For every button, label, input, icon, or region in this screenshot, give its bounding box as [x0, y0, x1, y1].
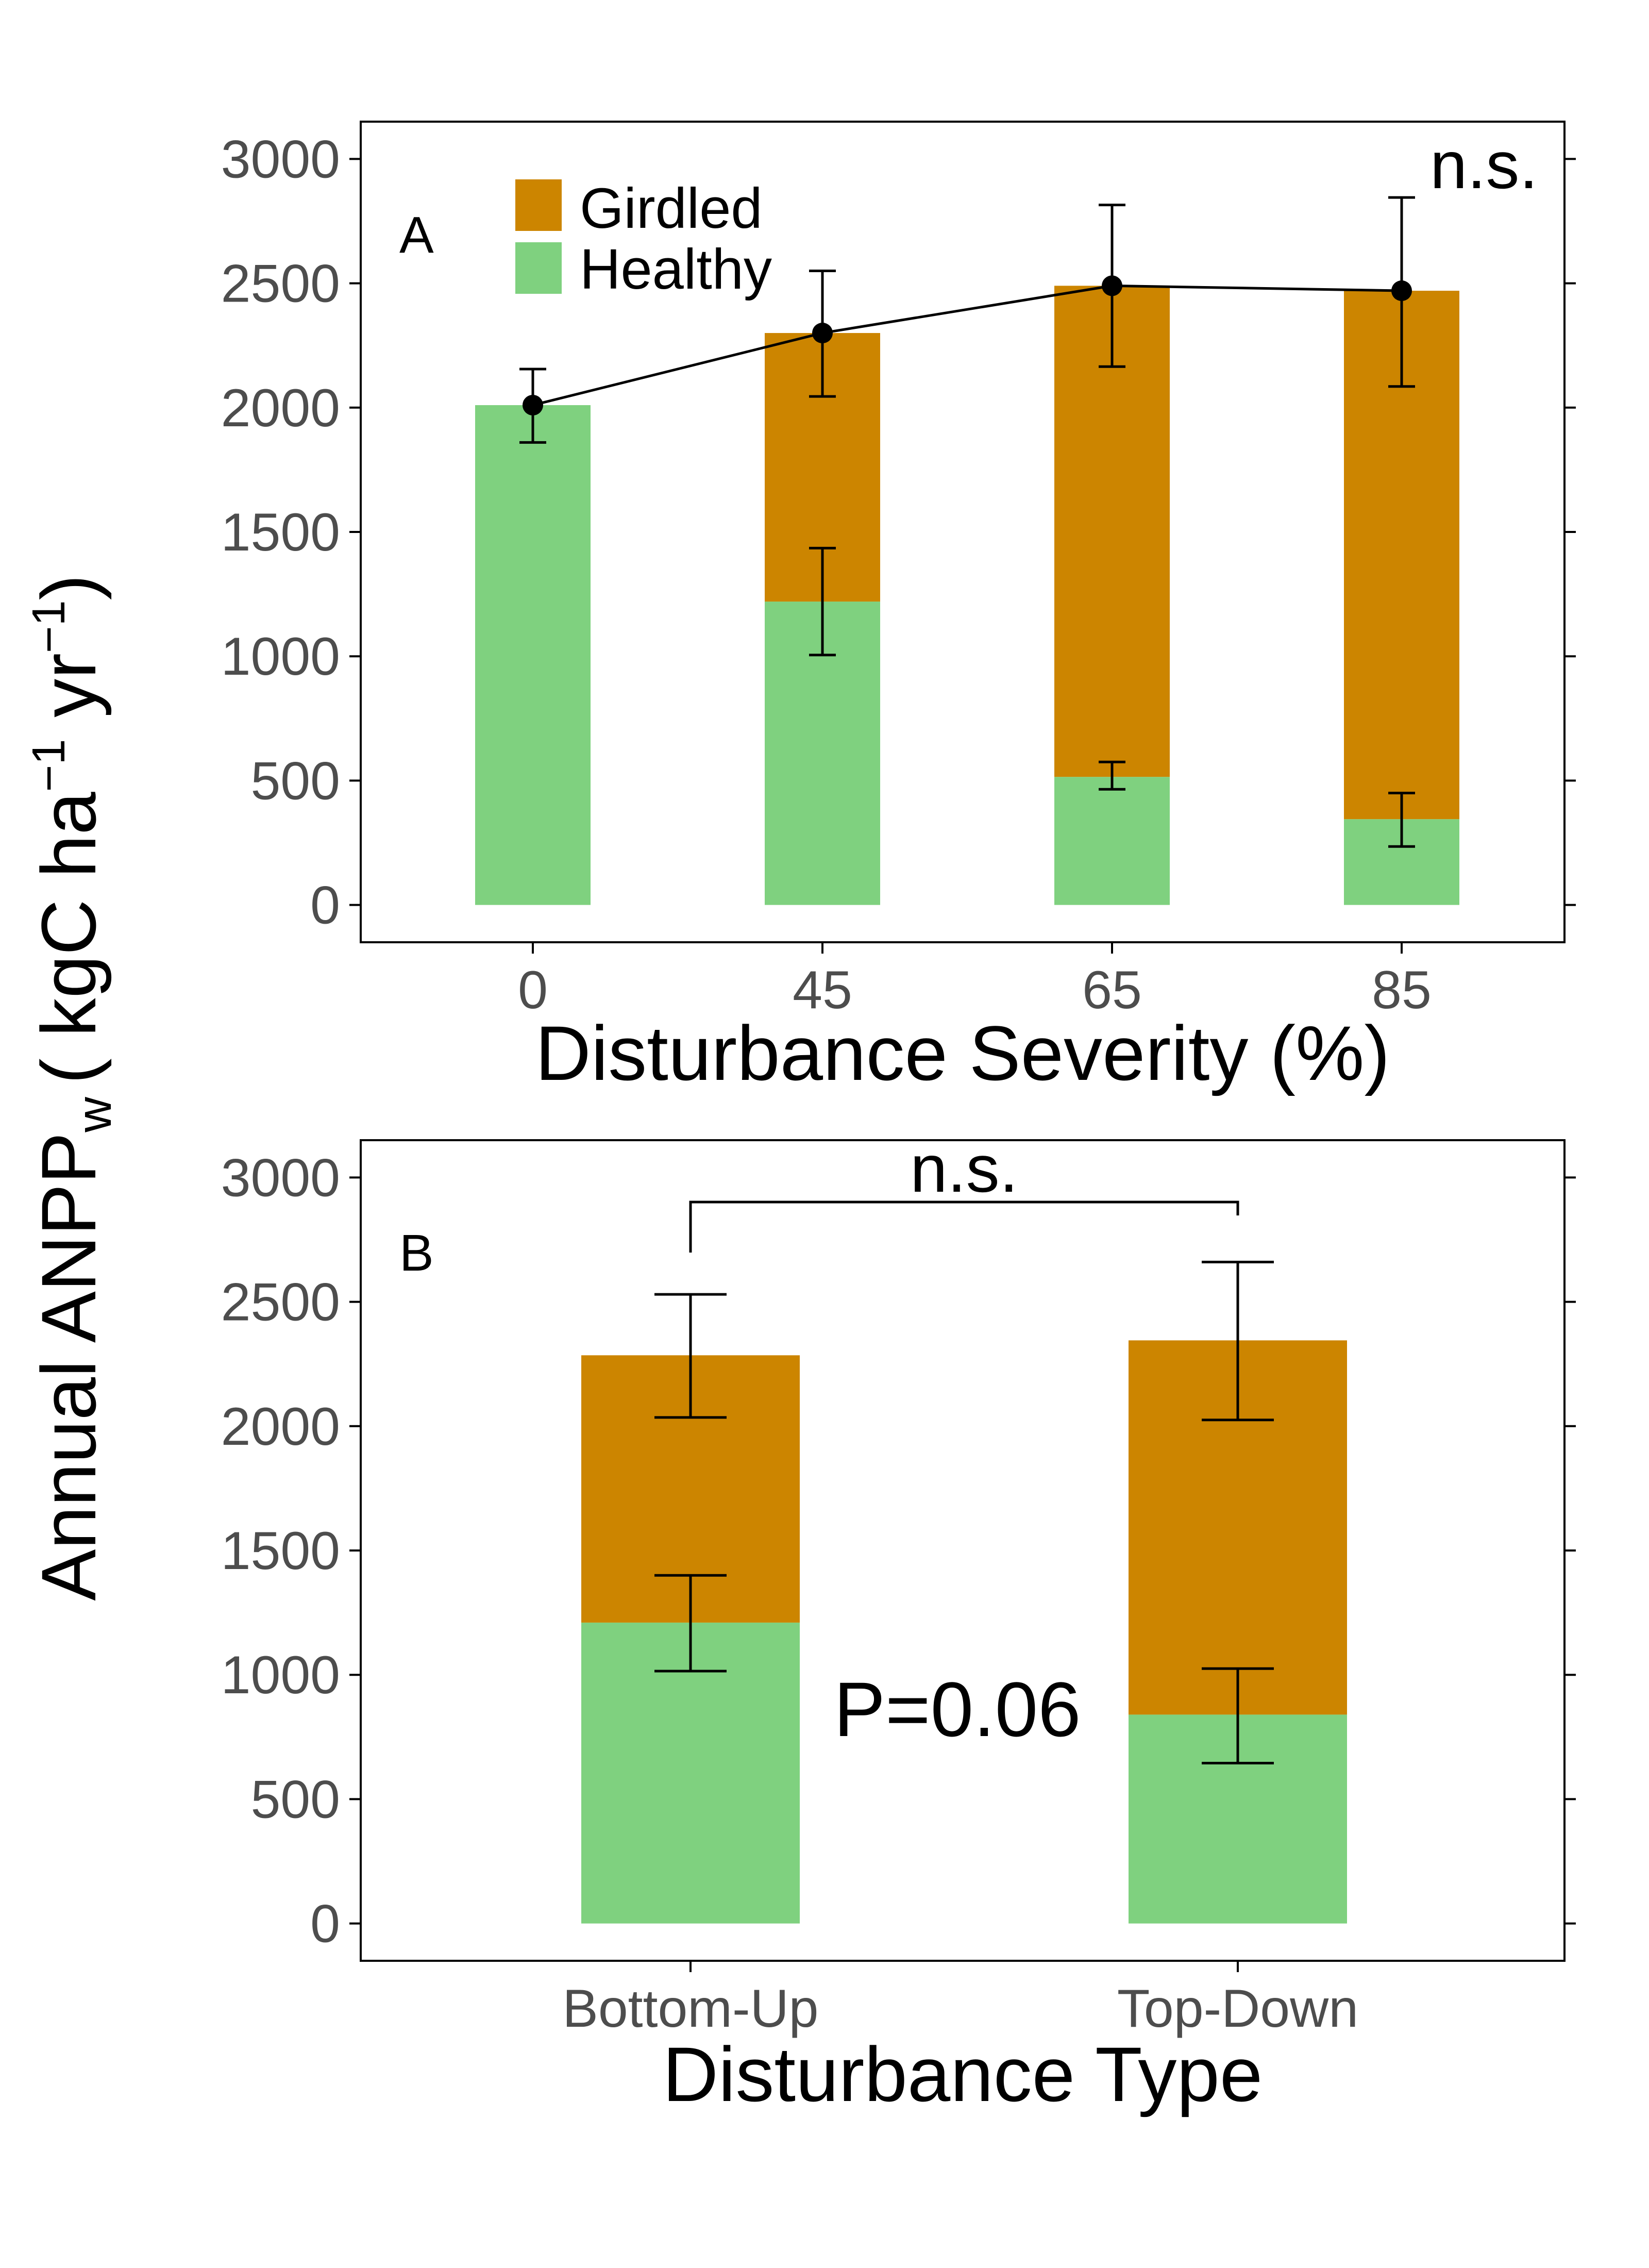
- x-tick-label: 85: [1372, 960, 1432, 1020]
- y-tick-label: 2500: [221, 254, 340, 314]
- bar-healthy: [581, 1622, 800, 1924]
- legend-girdled-swatch: [515, 179, 562, 231]
- total-line: [532, 284, 1402, 407]
- bar-healthy: [1054, 777, 1170, 905]
- y-tick-label: 0: [310, 1894, 340, 1954]
- total-point: [1102, 275, 1122, 296]
- bar-healthy: [475, 405, 591, 905]
- y-tick-label: 2000: [221, 378, 340, 438]
- panel-a-y-axis: 0 500 1000 1500 2000 2500 3000: [221, 129, 1576, 936]
- y-tick-label: 1500: [221, 1521, 340, 1581]
- legend-girdled-label: Girdled: [580, 177, 763, 240]
- panel-b-x-axis: Bottom-Up Top-Down: [562, 1961, 1358, 2039]
- x-tick-label: 65: [1082, 960, 1142, 1020]
- total-point: [523, 394, 543, 415]
- x-tick-label: Bottom-Up: [562, 1979, 818, 2039]
- y-axis-title-exponent-2: −1: [23, 600, 75, 653]
- y-tick-label: 3000: [221, 129, 340, 189]
- total-point: [1391, 280, 1412, 302]
- y-tick-label: 500: [250, 751, 340, 811]
- y-tick-label: 1000: [221, 1645, 340, 1705]
- legend-healthy-label: Healthy: [580, 238, 772, 301]
- panel-b-significance-bracket: [689, 1200, 1239, 1253]
- panel-a-ns-annotation: n.s.: [1430, 127, 1538, 203]
- panel-a-bars: [475, 286, 1459, 905]
- y-axis-title-exponent-1: −1: [23, 739, 75, 792]
- panel-b-x-axis-title: Disturbance Type: [663, 2031, 1263, 2117]
- panel-b-y-axis: 0 500 1000 1500 2000 2500 3000: [221, 1148, 1576, 1954]
- y-axis-title-units-end: ): [25, 574, 112, 600]
- y-tick-label: 500: [250, 1770, 340, 1829]
- panel-a-letter: A: [399, 206, 434, 264]
- panel-a-x-axis-title: Disturbance Severity (%): [535, 1010, 1390, 1096]
- x-tick-label: 0: [518, 960, 548, 1020]
- y-tick-label: 1500: [221, 503, 340, 562]
- panel-b-p-value: P=0.06: [834, 1666, 1081, 1753]
- y-axis-title-units-mid: yr: [25, 653, 112, 739]
- y-tick-label: 3000: [221, 1148, 340, 1208]
- panel-b: 0 500 1000 1500 2000 2500 3000 Bottom-Up Top-Do…: [221, 1131, 1576, 2117]
- y-tick-label: 2000: [221, 1397, 340, 1457]
- legend-healthy-swatch: [515, 242, 562, 294]
- panel-b-letter: B: [399, 1224, 434, 1282]
- y-axis-title: Annual ANPPw( kgC ha−1 yr−1): [23, 574, 122, 1600]
- y-tick-label: 0: [310, 876, 340, 936]
- panel-a-total-line: [519, 196, 1415, 444]
- panel-b-ns-annotation: n.s.: [910, 1131, 1018, 1206]
- panel-b-border: [360, 1139, 1566, 1962]
- y-axis-title-main: Annual ANPP: [25, 1132, 112, 1601]
- x-tick-label: 45: [793, 960, 852, 1020]
- x-tick-label: Top-Down: [1117, 1979, 1358, 2039]
- panel-a-x-axis: 0 45 65 85: [518, 942, 1432, 1020]
- y-tick-label: 2500: [221, 1273, 340, 1332]
- y-axis-title-subscript: w: [67, 1097, 122, 1133]
- panel-b-bars: [581, 1260, 1347, 1924]
- legend: Girdled Healthy: [515, 177, 772, 301]
- total-point: [812, 323, 833, 344]
- y-axis-title-units: ( kgC ha: [25, 792, 112, 1084]
- y-tick-label: 1000: [221, 627, 340, 687]
